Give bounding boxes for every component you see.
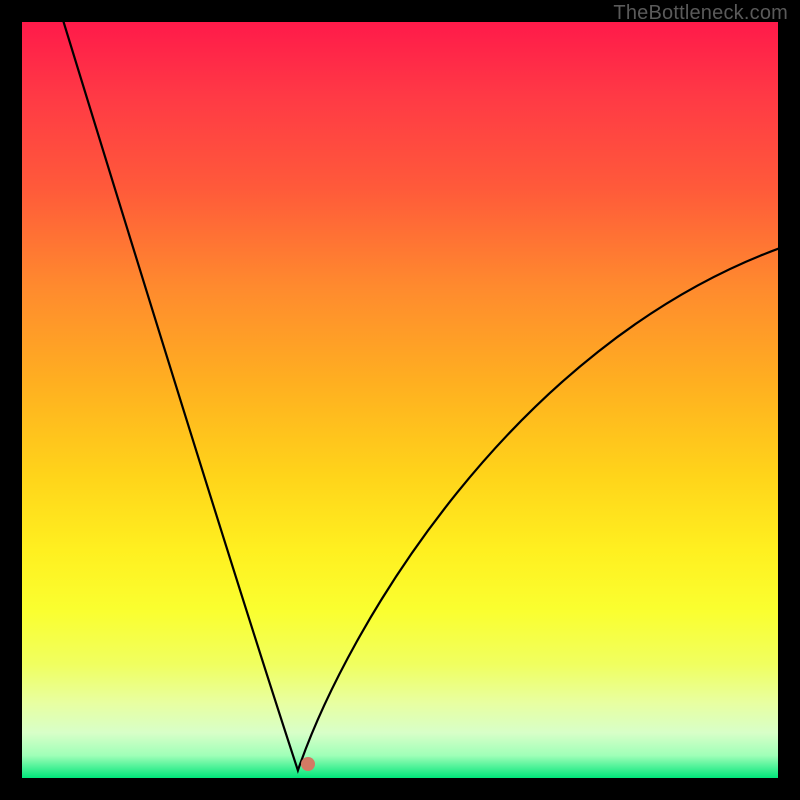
vertex-marker bbox=[301, 757, 315, 771]
bottleneck-curve bbox=[64, 22, 778, 770]
curve-layer bbox=[22, 22, 778, 778]
watermark-text: TheBottleneck.com bbox=[613, 2, 788, 25]
plot-area bbox=[22, 22, 778, 778]
